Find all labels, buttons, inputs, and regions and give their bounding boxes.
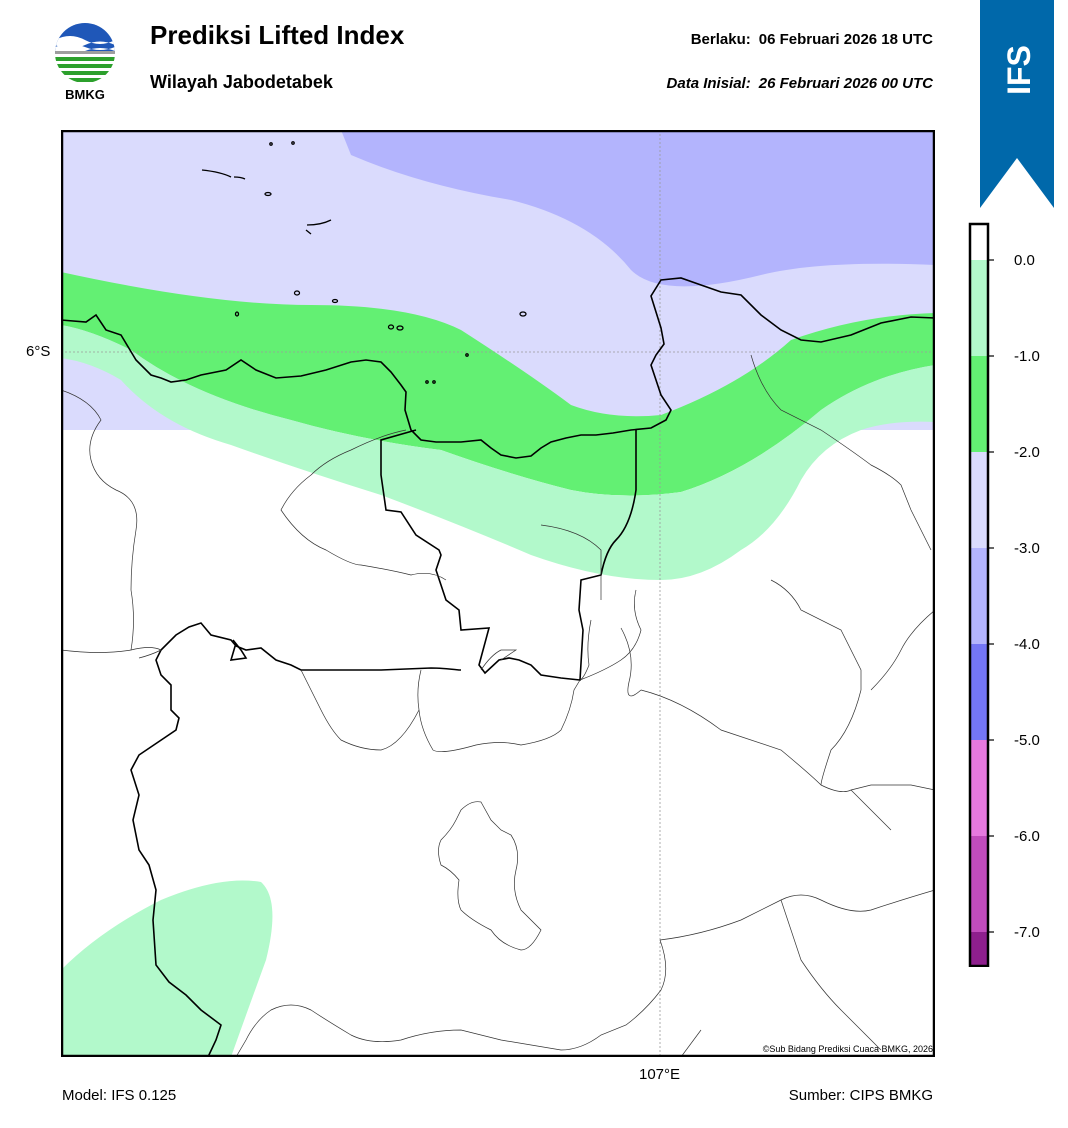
init-value: 26 Februari 2026 00 UTC [758, 75, 933, 92]
ribbon-shape [980, 0, 1054, 208]
page-title: Prediksi Lifted Index [150, 20, 405, 50]
li-zone-0-1 [61, 325, 935, 580]
district-boundaries [61, 354, 935, 1057]
coastline [61, 277, 935, 459]
li-zone-0-1-southwest [61, 880, 273, 1057]
colorbar-bin-4 [970, 644, 988, 740]
map-frame [60, 129, 936, 1058]
page-subtitle: Wilayah Jabodetabek [150, 72, 333, 92]
thousand-islands [201, 141, 527, 384]
colorbar: 0.0 -1.0 -2.0 -3.0 -4.0 -5.0 -6.0 -7.0 [968, 222, 1068, 968]
colorbar-bin-2 [970, 452, 988, 548]
colorbar-frame [968, 222, 990, 968]
model-label: Model: IFS 0.125 [62, 1087, 177, 1104]
colorbar-bin-0 [970, 260, 988, 356]
valid-time: Berlaku: 06 Februari 2026 18 UTC [691, 31, 933, 48]
colorbar-tick-label: -6.0 [1014, 828, 1040, 845]
init-time: Data Inisial: 26 Februari 2026 00 UTC [667, 75, 933, 92]
colorbar-tick-label: -4.0 [1014, 636, 1040, 653]
colorbar-tick-label: -1.0 [1014, 348, 1040, 365]
logo-text: BMKG [65, 87, 105, 102]
colorbar-bin-3 [970, 548, 988, 644]
li-zone-minus3-4 [341, 130, 935, 287]
ribbon-label: IFS [1001, 45, 1037, 95]
lon-tick-label: 107°E [639, 1066, 681, 1083]
colorbar-bin-5 [970, 740, 988, 836]
bmkg-emblem-icon: BMKG [55, 23, 115, 102]
li-zone-minus1-2 [61, 272, 935, 496]
lat-tick-label: 6°S [26, 343, 51, 360]
colorbar-bin-7 [970, 932, 988, 966]
source-label: Sumber: CIPS BMKG [788, 1087, 933, 1104]
colorbar-tick-label: -7.0 [1014, 924, 1040, 941]
colorbar-tick-label: 0.0 [1014, 252, 1035, 269]
colorbar-tick-label: -5.0 [1014, 732, 1040, 749]
colorbar-tick-label: -2.0 [1014, 444, 1040, 461]
valid-value: 06 Februari 2026 18 UTC [758, 31, 933, 48]
map-copyright: ©Sub Bidang Prediksi Cuaca BMKG, 2026 [763, 1044, 933, 1054]
colorbar-bin-6 [970, 836, 988, 932]
province-boundary [130, 429, 637, 1057]
model-ribbon: IFS [980, 0, 1054, 210]
colorbar-tick-label: -3.0 [1014, 540, 1040, 557]
colorbar-cap [970, 224, 988, 260]
map-panel: ©Sub Bidang Prediksi Cuaca BMKG, 2026 [60, 129, 936, 1058]
colorbar-bin-1 [970, 356, 988, 452]
bmkg-logo: BMKG [52, 20, 118, 102]
init-label: Data Inisial: [666, 75, 751, 92]
valid-label: Berlaku: [690, 31, 751, 48]
